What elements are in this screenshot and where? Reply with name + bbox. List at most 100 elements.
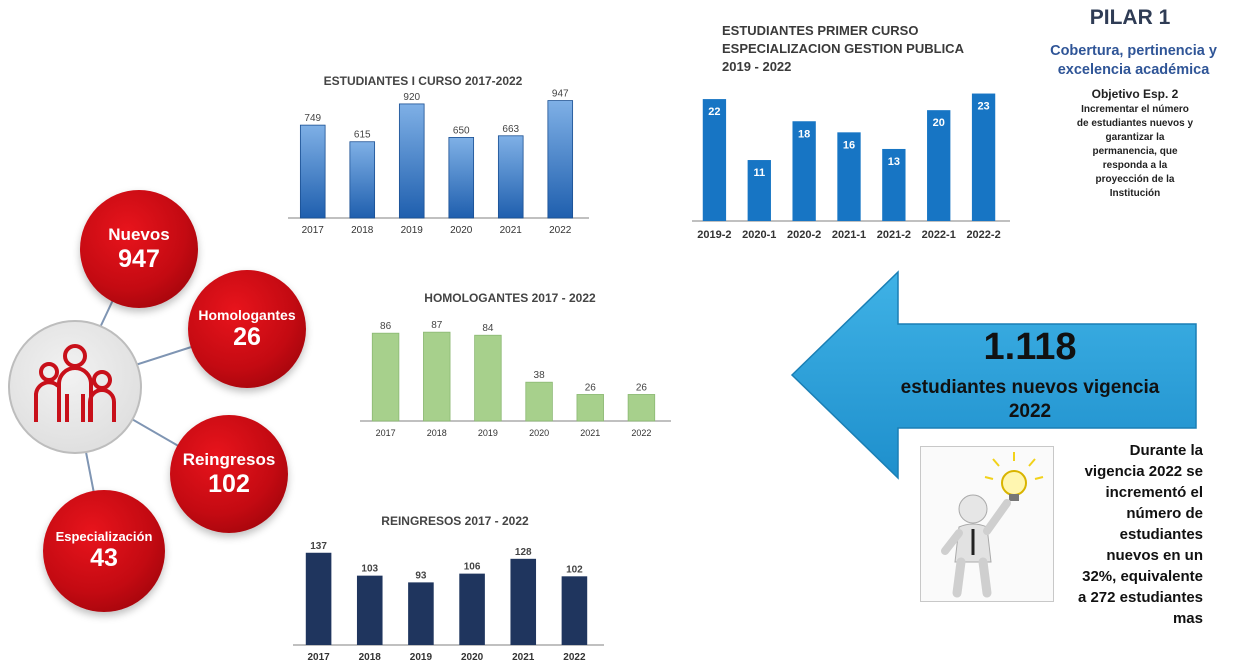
bubble-homologantes: Homologantes 26 bbox=[188, 270, 306, 388]
bar-2019 bbox=[474, 334, 502, 422]
chart-especializacion-title-line1: ESTUDIANTES PRIMER CURSO bbox=[722, 23, 919, 38]
tick-label-2022: 2022 bbox=[549, 225, 572, 236]
bar-2021-1 bbox=[837, 132, 861, 221]
data-label-2019: 93 bbox=[415, 570, 427, 581]
tick-label-2019-2: 2019-2 bbox=[697, 229, 731, 241]
bubble-especializacion-value: 43 bbox=[90, 544, 118, 572]
data-label-2020: 38 bbox=[534, 370, 546, 381]
increase-note: Durante la vigencia 2022 se incrementó e… bbox=[1040, 440, 1203, 629]
bar-2021 bbox=[497, 135, 524, 219]
chart-reingresos-title: REINGRESOS 2017 - 2022 bbox=[381, 514, 529, 528]
bar-2019-2 bbox=[702, 99, 727, 221]
bubble-reingresos: Reingresos 102 bbox=[170, 415, 288, 533]
tick-label-2018: 2018 bbox=[359, 652, 382, 663]
bubble-nuevos: Nuevos 947 bbox=[80, 190, 198, 308]
pilar-title: PILAR 1 bbox=[1089, 6, 1171, 29]
data-label-2018: 87 bbox=[431, 320, 443, 331]
bubble-homologantes-label: Homologantes bbox=[198, 306, 296, 323]
data-label-2021-1: 16 bbox=[843, 139, 855, 151]
tick-label-2017: 2017 bbox=[376, 428, 396, 438]
bar-2022-2 bbox=[971, 93, 996, 221]
chart-especializacion-title-line2: ESPECIALIZACION GESTION PUBLICA bbox=[722, 41, 964, 56]
pilar-subtitle-line2: excelencia académica bbox=[1057, 62, 1210, 78]
tick-label-2018: 2018 bbox=[427, 428, 447, 438]
pilar-subtitle: Cobertura, pertinencia y excelencia acad… bbox=[1030, 42, 1237, 80]
bubble-nuevos-value: 947 bbox=[118, 244, 160, 273]
note-line: vigencia 2022 se bbox=[1084, 463, 1203, 480]
bubble-especializacion-label: Especialización bbox=[55, 529, 153, 544]
arrow-shape bbox=[790, 270, 1197, 480]
data-label-2022: 26 bbox=[636, 382, 648, 393]
chart-homologantes-title: HOMOLOGANTES 2017 - 2022 bbox=[424, 291, 596, 305]
data-label-2021: 663 bbox=[502, 124, 519, 135]
tick-label-2021-2: 2021-2 bbox=[877, 229, 911, 241]
objective-line: responda a la bbox=[1102, 160, 1168, 171]
tick-label-2018: 2018 bbox=[351, 225, 374, 236]
tick-label-2022: 2022 bbox=[563, 652, 586, 663]
note-line: a 272 estudiantes bbox=[1077, 589, 1203, 606]
person-lightbulb-icon bbox=[941, 452, 1044, 598]
tick-label-2017: 2017 bbox=[302, 225, 325, 236]
objective-line: Incrementar el número bbox=[1081, 104, 1189, 115]
data-label-2021-2: 13 bbox=[888, 156, 900, 168]
tick-label-2022: 2022 bbox=[631, 428, 651, 438]
tick-label-2022-1: 2022-1 bbox=[922, 229, 956, 241]
data-label-2017: 86 bbox=[380, 321, 392, 332]
objective-line: de estudiantes nuevos y bbox=[1076, 118, 1194, 129]
pilar-subtitle-line1: Cobertura, pertinencia y bbox=[1050, 43, 1217, 59]
tick-label-2021: 2021 bbox=[512, 652, 535, 663]
data-label-2022-1: 20 bbox=[933, 117, 945, 129]
data-label-2018: 615 bbox=[354, 130, 371, 141]
tick-label-2021: 2021 bbox=[580, 428, 600, 438]
chart-especializacion-title: ESTUDIANTES PRIMER CURSO ESPECIALIZACION… bbox=[722, 22, 1002, 76]
data-label-2021: 26 bbox=[585, 382, 597, 393]
data-label-2022-2: 23 bbox=[977, 101, 989, 113]
bar-2022 bbox=[627, 394, 656, 422]
tick-label-2021-1: 2021-1 bbox=[832, 229, 866, 241]
bar-2020 bbox=[459, 573, 485, 645]
arrow-caption-line1: estudiantes nuevos vigencia bbox=[900, 377, 1160, 398]
tick-label-2019: 2019 bbox=[410, 652, 433, 663]
bar-2021-2 bbox=[882, 148, 906, 221]
note-line: número de bbox=[1126, 505, 1203, 522]
note-line: Durante la bbox=[1129, 442, 1203, 459]
bar-2019 bbox=[398, 103, 425, 219]
chart-primer-curso: 749 2017 615 2018 920 2019 650 2020 663 2021 947 20… bbox=[288, 89, 589, 236]
bar-2018 bbox=[356, 575, 383, 645]
bar-2020-2 bbox=[792, 121, 816, 221]
arrow-caption-line2: 2022 bbox=[1008, 401, 1052, 422]
data-label-2020: 650 bbox=[453, 125, 470, 136]
chart-reingresos: 137 2017 103 2018 93 2019 106 2020 128 2021 102 202… bbox=[293, 541, 604, 663]
bar-2022-1 bbox=[927, 110, 951, 221]
tick-label-2020: 2020 bbox=[529, 428, 549, 438]
bubble-reingresos-label: Reingresos bbox=[182, 449, 276, 469]
data-label-2019: 84 bbox=[482, 323, 494, 334]
bubble-homologantes-value: 26 bbox=[233, 322, 261, 351]
note-line: estudiantes bbox=[1119, 526, 1203, 543]
students-hub-circle bbox=[8, 320, 142, 454]
bubble-reingresos-value: 102 bbox=[208, 469, 250, 498]
tick-label-2020: 2020 bbox=[461, 652, 484, 663]
tick-label-2020-1: 2020-1 bbox=[742, 229, 776, 241]
bar-2018 bbox=[423, 331, 451, 422]
tick-label-2021: 2021 bbox=[500, 225, 523, 236]
chart-especializacion-title-line3: 2019 - 2022 bbox=[722, 59, 792, 74]
objective-line: permanencia, que bbox=[1092, 146, 1178, 157]
note-line: mas bbox=[1172, 610, 1203, 627]
data-label-2019: 920 bbox=[403, 92, 420, 103]
tick-label-2020: 2020 bbox=[450, 225, 473, 236]
bar-2021 bbox=[510, 558, 537, 645]
data-label-2020: 106 bbox=[464, 562, 481, 573]
objective-text: Incrementar el número de estudiantes nue… bbox=[1050, 103, 1220, 201]
chart-especializacion: 22 2019-2 11 2020-1 18 2020-2 16 2021-1 13 2021-2… bbox=[692, 93, 1010, 241]
note-line: nuevos en un bbox=[1106, 547, 1203, 564]
bar-2020 bbox=[448, 137, 475, 219]
data-label-2022: 947 bbox=[552, 89, 569, 100]
note-line: incrementó el bbox=[1105, 484, 1203, 501]
data-label-2020-1: 11 bbox=[753, 167, 765, 179]
bar-2017 bbox=[305, 552, 332, 645]
bar-2017 bbox=[299, 124, 326, 219]
data-label-2022: 102 bbox=[566, 564, 583, 575]
objective-line: Institución bbox=[1109, 188, 1161, 199]
arrow-caption: estudiantes nuevos vigencia 2022 bbox=[870, 376, 1190, 424]
